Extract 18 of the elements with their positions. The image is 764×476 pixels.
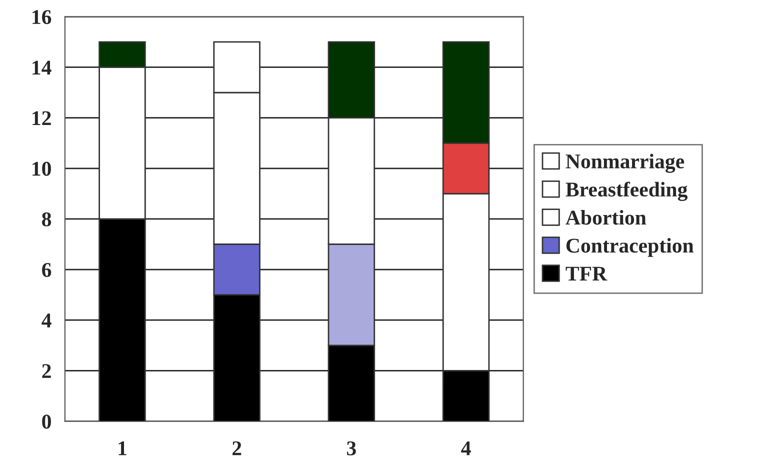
x-tick-label: 3 <box>347 441 356 456</box>
y-tick-label: 6 <box>42 262 52 277</box>
y-tick-label: 4 <box>42 314 52 328</box>
legend-label: Abortion <box>566 210 646 225</box>
y-tick-label: 14 <box>32 60 52 74</box>
legend-label: Breastfeeding <box>566 182 688 201</box>
y-tick-label: 16 <box>32 10 52 24</box>
y-tick-label: 12 <box>32 111 51 126</box>
x-tick-label: 4 <box>461 441 471 456</box>
x-tick-label: 2 <box>232 441 242 456</box>
x-tick-label: 1 <box>118 441 126 456</box>
y-tick-label: 8 <box>42 212 52 226</box>
y-tick-label: 2 <box>42 364 51 378</box>
legend-label: TFR <box>566 266 608 280</box>
y-tick-label: 0 <box>42 414 51 429</box>
y-tick-label: 10 <box>32 162 51 176</box>
legend-label: Nonmarriage <box>566 154 684 173</box>
legend-label: Contraception <box>566 238 694 257</box>
